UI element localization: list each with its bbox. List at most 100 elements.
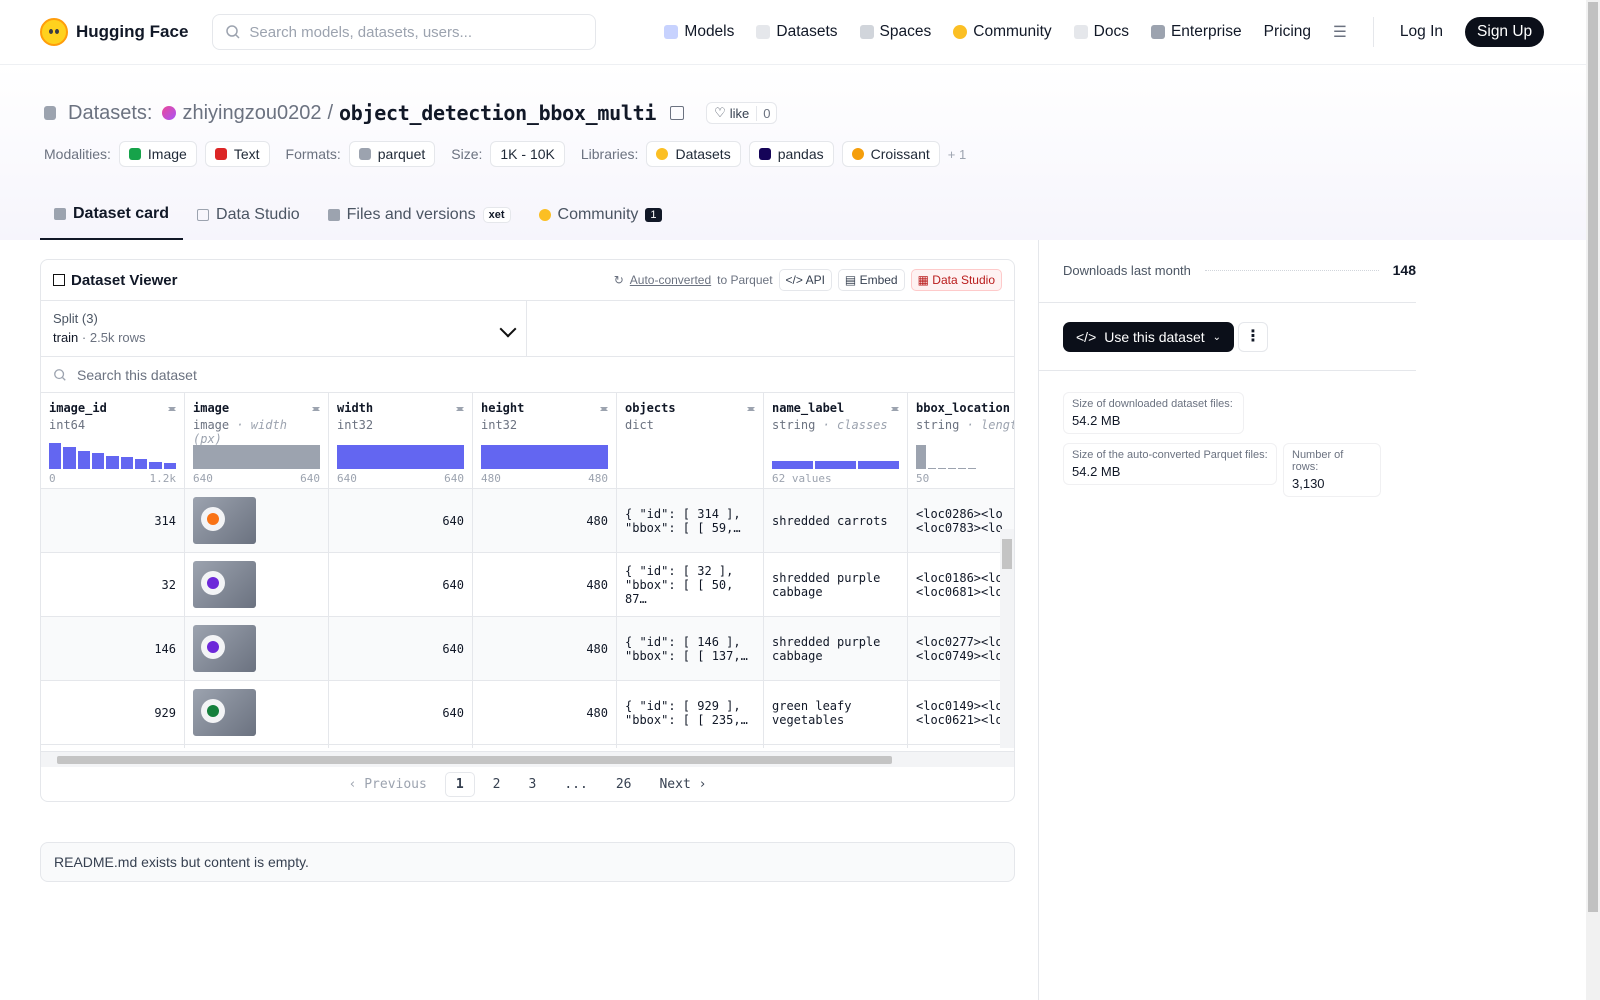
table-cell[interactable]: <loc0149><lo <loc0621><lo [908, 681, 1014, 745]
table-cell[interactable] [617, 745, 763, 748]
split-select[interactable]: Split (3) train · 2.5k rows [41, 301, 527, 356]
sort-icon[interactable] [747, 403, 755, 415]
image-thumbnail[interactable] [193, 497, 256, 544]
heart-icon: ♡ [714, 105, 726, 120]
table-cell[interactable]: 640 [329, 489, 472, 553]
more-libraries[interactable]: + 1 [947, 146, 967, 162]
page-1[interactable]: 1 [444, 771, 475, 797]
image-thumbnail[interactable] [193, 561, 256, 608]
nav-spaces[interactable]: Spaces [859, 23, 931, 41]
page-2[interactable]: 2 [492, 776, 501, 792]
nav-pricing[interactable]: Pricing [1264, 23, 1311, 41]
vertical-scrollbar[interactable] [1000, 529, 1014, 748]
table-cell[interactable]: <loc0286><lo <loc0783><lo [908, 489, 1014, 553]
sort-icon[interactable] [312, 403, 320, 415]
table-cell[interactable]: <loc0186><lo <loc0681><lo [908, 553, 1014, 617]
like-button[interactable]: ♡ like 0 [706, 102, 778, 124]
table-cell[interactable] [764, 745, 907, 748]
dataset-search-input[interactable]: Search this dataset [41, 357, 1014, 393]
table-cell[interactable]: shredded purple cabbage [764, 553, 907, 617]
table-cell[interactable]: { "id": [ 146 ], "bbox": [ [ 137,… [617, 617, 763, 681]
table-cell[interactable]: <loc0277><lo <loc0749><lo [908, 617, 1014, 681]
table-cell[interactable]: { "id": [ 929 ], "bbox": [ [ 235,… [617, 681, 763, 745]
sort-icon[interactable] [600, 403, 608, 415]
login-link[interactable]: Log In [1399, 23, 1444, 40]
tab-data-studio[interactable]: Data Studio [183, 190, 314, 240]
tag-datasets[interactable]: Datasets [646, 141, 741, 167]
tag-text[interactable]: Text [204, 141, 270, 167]
page-scrollbar[interactable] [1586, 0, 1600, 1000]
table-cell[interactable]: shredded purple cabbage [764, 617, 907, 681]
tab-community[interactable]: Community 1 [525, 190, 676, 240]
tag-parquet[interactable]: parquet [348, 141, 436, 167]
api-button[interactable]: </> API [778, 269, 832, 291]
table-cell[interactable] [41, 745, 184, 748]
tag-pandas[interactable]: pandas [748, 141, 834, 167]
table-cell[interactable]: 480 [473, 489, 616, 553]
column-header[interactable]: image_id int64 0 1.2k [41, 393, 184, 489]
tag-size[interactable]: 1K - 10K [490, 141, 565, 167]
column-header[interactable]: image image · width (px) 640 640 [185, 393, 328, 489]
table-cell[interactable]: 640 [329, 553, 472, 617]
repo-name[interactable]: object_detection_bbox_multi [339, 101, 657, 125]
brand-logo[interactable]: Hugging Face [40, 18, 188, 46]
nav-enterprise[interactable]: Enterprise [1150, 23, 1242, 41]
table-cell[interactable] [185, 553, 328, 617]
table-cell[interactable]: { "id": [ 32 ], "bbox": [ [ 50, 87… [617, 553, 763, 617]
data-studio-button[interactable]: ▦ Data Studio [910, 269, 1002, 291]
owner-link[interactable]: zhiyingzou0202 [182, 101, 322, 124]
table-cell[interactable]: 146 [41, 617, 184, 681]
table-cell[interactable]: 480 [473, 553, 616, 617]
column-header[interactable]: height int32 480 480 [473, 393, 616, 489]
column-header[interactable]: width int32 640 640 [329, 393, 472, 489]
nav-community[interactable]: Community [953, 23, 1052, 41]
page-3[interactable]: 3 [528, 776, 537, 792]
database-icon [756, 25, 771, 39]
table-cell[interactable]: 929 [41, 681, 184, 745]
table-cell[interactable] [185, 617, 328, 681]
tab-dataset-card[interactable]: Dataset card [40, 190, 184, 240]
table-cell[interactable] [185, 681, 328, 745]
column-header[interactable]: name_label string · classes 62 values [764, 393, 907, 489]
sort-icon[interactable] [891, 403, 899, 415]
table-cell[interactable] [908, 745, 1014, 748]
nav-models[interactable]: Models [664, 23, 734, 41]
horizontal-scrollbar[interactable] [41, 751, 1014, 767]
table-cell[interactable]: 640 [329, 681, 472, 745]
table-cell[interactable] [473, 745, 616, 748]
table-cell[interactable]: 640 [329, 617, 472, 681]
tag-croissant[interactable]: Croissant [841, 141, 940, 167]
previous-button[interactable]: ‹ Previous [348, 776, 427, 792]
column-header[interactable]: objects dict [617, 393, 763, 489]
table-cell[interactable]: 480 [473, 617, 616, 681]
embed-button[interactable]: ▤ Embed [837, 269, 905, 291]
use-dataset-button[interactable]: </> Use this dataset ⌄ [1063, 322, 1235, 352]
more-options-button[interactable]: ⋮ [1238, 322, 1268, 352]
image-thumbnail[interactable] [193, 689, 256, 736]
signup-button[interactable]: Sign Up [1465, 17, 1545, 47]
table-cell[interactable]: green leafy vegetables [764, 681, 907, 745]
table-cell[interactable]: { "id": [ 314 ], "bbox": [ [ 59,… [617, 489, 763, 553]
table-cell[interactable]: 480 [473, 681, 616, 745]
table-cell[interactable] [329, 745, 472, 748]
tag-image[interactable]: Image [118, 141, 197, 167]
tab-files[interactable]: Files and versions xet [314, 190, 525, 240]
sort-icon[interactable] [456, 403, 464, 415]
sort-icon[interactable] [168, 403, 176, 415]
copy-icon[interactable] [670, 106, 685, 120]
table-cell[interactable]: shredded carrots [764, 489, 907, 553]
table-cell[interactable] [185, 745, 328, 748]
page-26[interactable]: 26 [615, 776, 632, 792]
menu-icon[interactable]: ☰ [1333, 23, 1347, 41]
nav-docs[interactable]: Docs [1073, 23, 1129, 41]
table-cell[interactable]: 314 [41, 489, 184, 553]
auto-converted-link[interactable]: Auto-converted [629, 273, 712, 287]
next-button[interactable]: Next › [659, 776, 707, 792]
nav-datasets[interactable]: Datasets [756, 23, 838, 41]
table-cell[interactable]: 32 [41, 553, 184, 617]
table-cell[interactable] [185, 489, 328, 553]
search-input[interactable]: Search models, datasets, users... [212, 14, 597, 50]
section-link[interactable]: Datasets: [68, 101, 153, 124]
image-thumbnail[interactable] [193, 625, 256, 672]
